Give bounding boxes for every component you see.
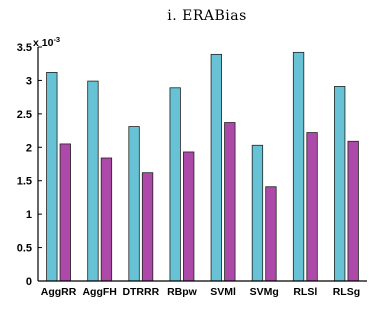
y-tick-label: 0.5 xyxy=(17,243,32,255)
y-axis-ticks: 0 0.5 1 1.5 2 2.5 3 3.5 xyxy=(17,42,42,288)
y-multiplier-base: x 10 xyxy=(33,37,54,49)
bar-rlsg-series-2 xyxy=(347,140,359,282)
x-tick-label: DTRRR xyxy=(122,286,159,298)
bar-aggrr-series-2 xyxy=(59,143,71,282)
x-tick-label: SVMg xyxy=(250,286,279,298)
x-tick-label: RLSg xyxy=(333,286,360,298)
x-tick-label: RLSl xyxy=(293,286,317,298)
x-tick-label: SVMl xyxy=(210,286,236,298)
y-tick-label: 2.5 xyxy=(17,109,32,121)
bar-svmg-series-2 xyxy=(265,186,277,282)
bar-rlsl-series-1 xyxy=(292,51,305,282)
bar-svmg-series-1 xyxy=(251,144,264,282)
chart-title: i. ERABias xyxy=(167,8,247,24)
bar-dtrrr-series-1 xyxy=(128,126,140,282)
y-tick-label: 1 xyxy=(26,209,32,221)
y-multiplier-exponent: -3 xyxy=(53,35,60,44)
axes xyxy=(37,47,367,282)
bar-rlsg-series-1 xyxy=(334,86,346,282)
bars-group xyxy=(46,51,359,282)
bar-aggrr-series-1 xyxy=(46,72,58,282)
y-tick-label: 2 xyxy=(26,142,32,154)
bar-rbpw-series-1 xyxy=(169,87,181,282)
bar-svml-series-1 xyxy=(210,53,222,282)
bar-svml-series-2 xyxy=(224,122,236,282)
bar-aggfh-series-1 xyxy=(87,80,99,282)
bar-dtrrr-series-2 xyxy=(141,172,154,282)
y-tick-label: 0 xyxy=(26,276,32,288)
x-tick-label: RBpw xyxy=(167,286,198,298)
x-axis-labels: AggRR AggFH DTRRR RBpw SVMl SVMg RLSl RLSg xyxy=(41,286,360,298)
y-tick-label: 3.5 xyxy=(17,42,32,54)
bar-aggfh-series-2 xyxy=(100,157,113,282)
bar-rbpw-series-2 xyxy=(183,151,195,282)
bar-rlsl-series-2 xyxy=(306,132,318,282)
y-tick-label: 3 xyxy=(26,75,32,87)
y-tick-label: 1.5 xyxy=(17,176,32,188)
x-tick-label: AggFH xyxy=(82,286,116,298)
x-tick-label: AggRR xyxy=(41,286,77,298)
y-multiplier: x 10-3 xyxy=(33,35,60,49)
